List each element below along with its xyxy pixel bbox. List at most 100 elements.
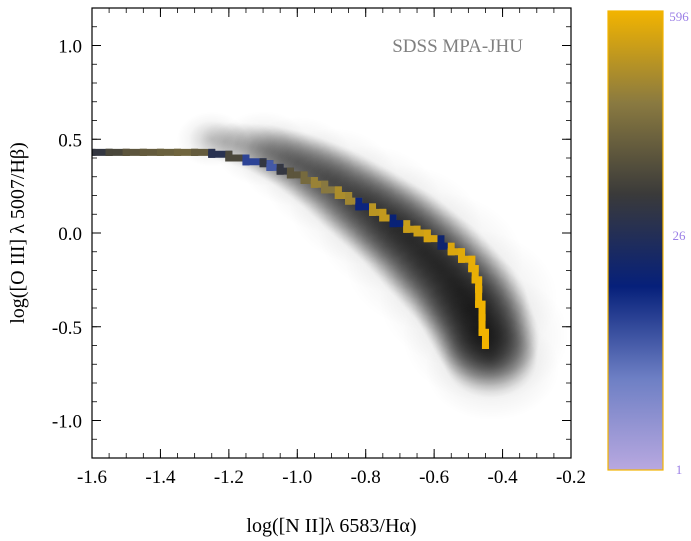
track-point [475, 285, 483, 293]
track-segment [437, 242, 455, 250]
track-point [266, 163, 274, 171]
track-point [478, 313, 486, 321]
x-tick-label: -1.2 [214, 467, 244, 488]
y-tick-label: -0.5 [52, 318, 82, 339]
track-point [345, 197, 353, 205]
x-tick-label: -0.6 [419, 467, 449, 488]
track-segment [447, 248, 466, 256]
track-segment [242, 158, 267, 166]
colorbar-label: 596 [669, 9, 689, 24]
track-segment [286, 171, 308, 179]
track-point [458, 255, 466, 263]
track-point [478, 328, 486, 336]
track-point [225, 154, 233, 162]
track-point [423, 235, 431, 243]
track-point [156, 148, 164, 156]
track-segment [334, 192, 353, 199]
track-segment [481, 328, 489, 349]
track-point [481, 342, 489, 349]
track-segment [475, 285, 483, 308]
tick-labels: -1.6 -1.4 -1.2 -1.0 -0.8 -0.6 -0.4 -0.2 -1.0 -0.5… [52, 37, 586, 489]
track-point [355, 203, 363, 211]
track-segment [355, 203, 377, 211]
y-tick-label: 1.0 [58, 37, 82, 58]
x-tick-label: -1.6 [77, 467, 107, 488]
track-point [334, 192, 342, 199]
track-segment [225, 154, 250, 162]
colorbar-labels: 596 26 1 [669, 9, 689, 477]
x-axis-label: log([N II]λ 6583/Hα) [246, 515, 416, 537]
axis-ticks [91, 7, 572, 459]
track-segment [478, 313, 486, 336]
track-point [413, 229, 421, 237]
colorbar-label: 26 [673, 228, 687, 243]
track-segment [266, 163, 284, 171]
track-segment [321, 186, 342, 194]
y-tick-label: 0.5 [58, 130, 82, 151]
track-point [139, 148, 147, 156]
track-point [242, 158, 250, 166]
x-tick-label: -0.8 [351, 467, 381, 488]
y-tick-label: -1.0 [52, 412, 82, 433]
track-segment [208, 150, 233, 158]
track-segment [475, 276, 483, 293]
track-point [286, 171, 294, 179]
track-point [475, 300, 483, 308]
colorbar [607, 10, 664, 471]
track-segment [139, 148, 164, 156]
track-point [321, 186, 329, 194]
y-axis-label: log([O III] λ 5007/Hβ) [7, 142, 29, 324]
track-point [276, 167, 284, 175]
track-segment [156, 148, 182, 156]
track-segment [403, 225, 421, 233]
x-tick-label: -0.4 [488, 467, 519, 488]
track-segment [471, 265, 479, 284]
track-segment [389, 220, 411, 228]
track-segment [468, 255, 476, 273]
track-segment [423, 235, 445, 243]
track-segment [174, 148, 199, 156]
track-point [105, 148, 113, 156]
track-point [310, 180, 318, 188]
track-segment [379, 214, 397, 222]
track-point [191, 148, 199, 156]
track-point [300, 177, 308, 184]
track-segment [458, 248, 466, 263]
track-segment [300, 177, 318, 184]
track-point [403, 225, 411, 233]
density-halo [425, 315, 560, 421]
track-segment [478, 300, 486, 321]
track-point [379, 214, 387, 222]
track-point [369, 208, 377, 216]
track-point [468, 265, 476, 273]
track-point [389, 220, 397, 228]
x-tick-label: -1.0 [282, 467, 312, 488]
track-segment [458, 255, 476, 263]
track-segment [437, 235, 445, 250]
x-tick-label: -1.4 [145, 467, 176, 488]
track-segment [345, 197, 363, 205]
x-tick-label: -0.2 [556, 467, 586, 488]
track-segment [369, 208, 387, 216]
track-point [447, 248, 455, 256]
track-segment [105, 148, 130, 156]
track-segment [92, 148, 113, 156]
track-point [208, 150, 216, 158]
track-point [437, 242, 445, 250]
track-segment [122, 148, 147, 156]
track-segment [310, 180, 329, 188]
y-tick-label: 0.0 [58, 224, 82, 245]
sdss-annotation: SDSS MPA-JHU [392, 36, 523, 57]
track-segment [191, 148, 216, 156]
track-point [174, 148, 182, 156]
track-point [259, 160, 267, 168]
median-track [92, 148, 489, 349]
colorbar-label: 1 [676, 462, 683, 477]
track-segment [413, 229, 431, 237]
track-segment [276, 167, 294, 175]
track-point [471, 276, 479, 284]
track-point [122, 148, 130, 156]
track-point [92, 148, 96, 156]
density-cloud [176, 111, 569, 421]
